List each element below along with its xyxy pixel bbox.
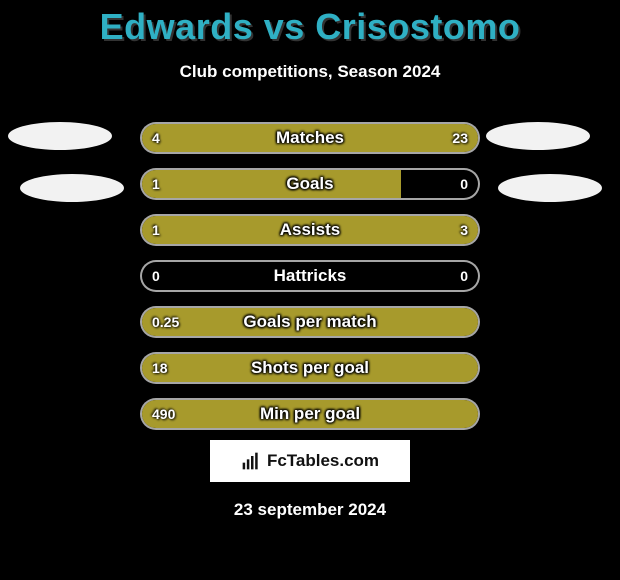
- stat-row: Shots per goal18: [140, 352, 480, 384]
- bar-track: [140, 260, 480, 292]
- bar-left: [142, 124, 192, 152]
- chart-icon: [241, 451, 261, 471]
- site-name: FcTables.com: [267, 451, 379, 471]
- bar-left: [142, 354, 478, 382]
- bar-track: [140, 214, 480, 246]
- stat-rows: Matches423Goals10Assists13Hattricks00Goa…: [140, 122, 480, 444]
- stat-value-right: 3: [460, 214, 468, 246]
- stat-row: Min per goal490: [140, 398, 480, 430]
- stat-value-right: 23: [452, 122, 468, 154]
- bar-track: [140, 168, 480, 200]
- comparison-canvas: Edwards vs Crisostomo Edwards vs Crisost…: [0, 0, 620, 580]
- team-badge: [486, 122, 590, 150]
- bar-left: [142, 308, 478, 336]
- bar-right: [226, 216, 478, 244]
- stat-value-left: 0: [152, 260, 160, 292]
- team-badge: [498, 174, 602, 202]
- bar-track: [140, 306, 480, 338]
- stat-row: Matches423: [140, 122, 480, 154]
- stat-row: Goals per match0.25: [140, 306, 480, 338]
- bar-track: [140, 398, 480, 430]
- bar-left: [142, 170, 401, 198]
- stat-row: Hattricks00: [140, 260, 480, 292]
- team-badge: [20, 174, 124, 202]
- stat-value-left: 1: [152, 168, 160, 200]
- stat-value-left: 0.25: [152, 306, 179, 338]
- team-badge: [8, 122, 112, 150]
- stat-value-right: 0: [460, 260, 468, 292]
- stat-value-left: 18: [152, 352, 168, 384]
- stat-value-left: 1: [152, 214, 160, 246]
- site-logo: FcTables.com: [210, 440, 410, 482]
- bar-track: [140, 352, 480, 384]
- stat-row: Assists13: [140, 214, 480, 246]
- bar-track: [140, 122, 480, 154]
- stat-row: Goals10: [140, 168, 480, 200]
- bar-left: [142, 400, 478, 428]
- stat-value-left: 490: [152, 398, 175, 430]
- footer-date: 23 september 2024: [0, 500, 620, 520]
- stat-value-right: 0: [460, 168, 468, 200]
- subtitle: Club competitions, Season 2024: [0, 62, 620, 82]
- stat-value-left: 4: [152, 122, 160, 154]
- page-title: Edwards vs Crisostomo Edwards vs Crisost…: [0, 6, 620, 48]
- bar-right: [192, 124, 478, 152]
